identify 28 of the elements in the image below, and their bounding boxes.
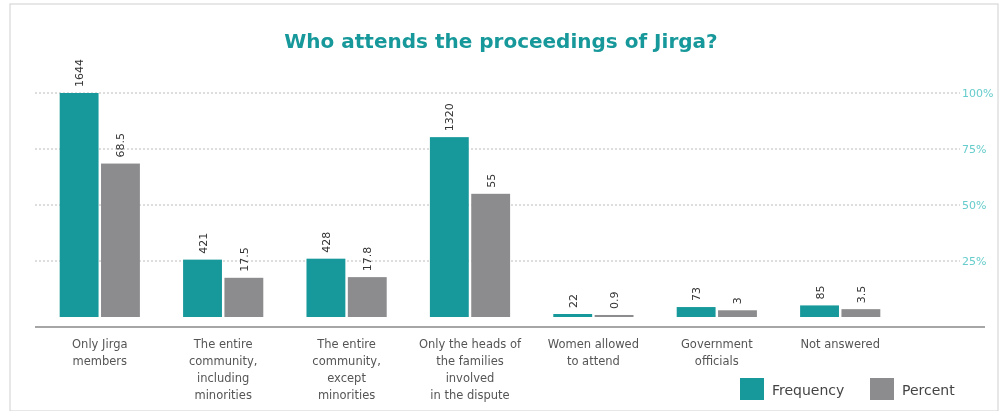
y2-tick-label: 50%	[962, 199, 987, 212]
data-label: 68.5	[114, 133, 128, 158]
data-label: 85	[813, 285, 827, 300]
data-label: 3	[731, 297, 745, 305]
data-label: 17.5	[237, 247, 251, 272]
data-label: 428	[319, 231, 333, 253]
data-label: 17.8	[361, 246, 375, 272]
legend-label: Frequency	[772, 382, 845, 398]
data-label: 22	[566, 294, 580, 308]
y2-tick-label: 25%	[962, 255, 987, 268]
y2-tick-label: 75%	[962, 143, 987, 156]
data-label: 3.5	[854, 285, 868, 304]
data-label: 55	[484, 173, 498, 188]
data-label: 73	[690, 287, 704, 302]
data-label: 1644	[73, 59, 87, 87]
x-tick-label: Not answered	[800, 337, 880, 351]
chart-title: Who attends the proceedings of Jirga?	[284, 29, 718, 53]
y2-tick-label: 100%	[962, 87, 994, 100]
x-tick-label: Only Jirga members	[72, 337, 128, 368]
x-tick-label: The entire community, including minorities	[188, 337, 258, 402]
x-tick-label: Government officials	[680, 337, 754, 368]
x-tick-label: Only the heads of the families involved in the dispute	[419, 337, 522, 402]
x-tick-label: Women allowed to attend	[547, 337, 640, 368]
x-tick-label: The entire community, except minorities	[312, 337, 381, 402]
data-label: 1320	[443, 103, 457, 132]
legend-label: Percent	[902, 382, 956, 398]
data-label: 0.9	[608, 291, 622, 309]
data-label: 421	[196, 232, 210, 254]
